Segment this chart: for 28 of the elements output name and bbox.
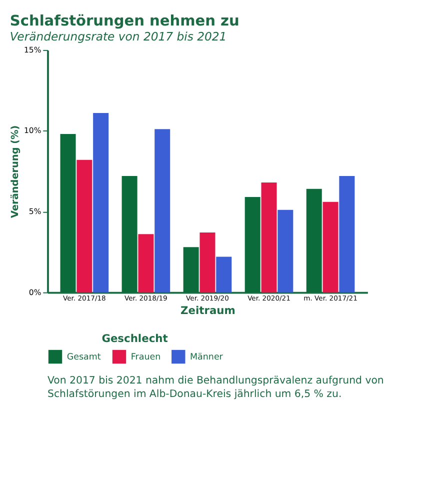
y-tick-label: 10% xyxy=(24,126,42,136)
legend-label: Gesamt xyxy=(66,352,102,363)
bar xyxy=(339,176,355,292)
bar xyxy=(76,160,92,292)
text: Von 2017 bis 2021 nahm die Behandlungsprävalenz aufgrund von Schlafstörungen im Alb-Donau-Kreis jährlich um 6,5 % zu. xyxy=(48,375,384,400)
bar xyxy=(138,234,154,292)
y-tick-label: 15% xyxy=(24,45,42,54)
y-axis-title: Veränderung (%) xyxy=(10,125,22,218)
chart-title: Schlafstörungen nehmen zu xyxy=(10,14,240,30)
bar xyxy=(322,202,338,292)
bar xyxy=(244,196,260,292)
bar xyxy=(278,210,294,292)
y-tick-label: 0% xyxy=(28,288,42,297)
legend-label: Männer xyxy=(190,352,224,363)
bar xyxy=(60,134,76,292)
y-tick-label: 5% xyxy=(28,206,42,216)
bar xyxy=(200,232,216,292)
chart-subtitle: Veränderungsrate von 2017 bis 2021 xyxy=(10,29,227,44)
bar xyxy=(183,247,199,292)
x-axis-title: Zeitraum xyxy=(180,304,236,318)
legend-label: Frauen xyxy=(130,352,161,363)
bar xyxy=(306,188,322,292)
bar xyxy=(261,182,277,292)
bar xyxy=(93,112,109,292)
bar xyxy=(122,176,138,292)
bar xyxy=(216,256,232,292)
bar xyxy=(154,129,170,292)
legend-title: Geschlecht xyxy=(102,332,168,345)
